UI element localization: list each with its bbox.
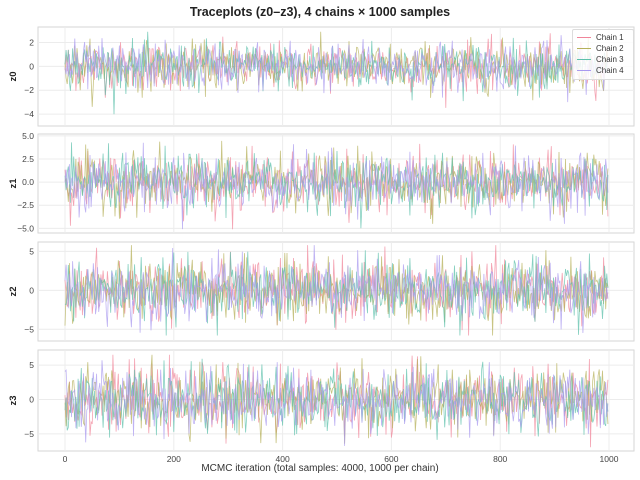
trace-chain-4 <box>64 35 609 103</box>
legend-item-chain-2: Chain 2 <box>577 43 624 54</box>
chain-1-line-icon <box>577 37 591 38</box>
legend-label: Chain 1 <box>596 33 624 42</box>
panel-z2: 5 0 −5 z2 <box>8 241 635 342</box>
chain-2-line-icon <box>577 48 591 49</box>
legend-item-chain-4: Chain 4 <box>577 65 624 76</box>
y-tick-label: −2 <box>24 85 34 95</box>
x-tick-label: 800 <box>493 454 507 464</box>
y-tick-label: 5.0 <box>22 131 34 141</box>
legend-item-chain-3: Chain 3 <box>577 54 624 65</box>
chart-title: Traceplots (z0–z3), 4 chains × 1000 samp… <box>189 5 451 19</box>
panel-z0: 2 0 −2 −4 z0 <box>8 26 635 127</box>
y-axis-label: z2 <box>8 286 19 296</box>
y-tick-label: 5 <box>29 360 34 370</box>
legend-label: Chain 2 <box>596 44 624 53</box>
panel-z3: 5 0 −5 z3 <box>8 349 635 452</box>
legend-label: Chain 3 <box>596 55 624 64</box>
x-tick-label: 600 <box>384 454 398 464</box>
x-tick-label: 0 <box>63 454 68 464</box>
y-tick-label: 0 <box>29 394 34 404</box>
panel-z1: 5.0 2.5 0.0 −2.5 −5.0 z1 <box>8 131 635 234</box>
y-tick-label: 2 <box>29 38 34 48</box>
x-axis-label: MCMC iteration (total samples: 4000, 100… <box>201 463 439 474</box>
legend-item-chain-1: Chain 1 <box>577 32 624 43</box>
y-axis-label: z1 <box>8 178 19 189</box>
y-axis-label: z0 <box>8 71 19 81</box>
legend-label: Chain 4 <box>596 66 624 75</box>
y-tick-label: −5.0 <box>17 223 34 233</box>
trace-chain-4 <box>64 360 609 446</box>
y-tick-label: −2.5 <box>17 200 34 210</box>
y-tick-label: −5 <box>24 324 34 334</box>
x-tick-label: 1000 <box>600 454 619 464</box>
y-tick-label: 0.0 <box>22 177 34 187</box>
trace-chain-4 <box>64 142 609 230</box>
y-tick-label: 5 <box>29 246 34 256</box>
chain-3-line-icon <box>577 59 591 60</box>
x-tick-label: 200 <box>167 454 181 464</box>
y-tick-label: −5 <box>24 429 34 439</box>
y-tick-label: 0 <box>29 61 34 71</box>
x-tick-label: 400 <box>276 454 290 464</box>
chain-4-line-icon <box>577 70 591 71</box>
trace-chain-4 <box>64 245 609 334</box>
y-tick-label: 0 <box>29 285 34 295</box>
trace-chain-3 <box>64 250 609 336</box>
y-axis-label: z3 <box>8 395 19 405</box>
legend: Chain 1 Chain 2 Chain 3 Chain 4 <box>572 29 634 80</box>
y-tick-label: −4 <box>24 109 34 119</box>
y-tick-label: 2.5 <box>22 154 34 164</box>
